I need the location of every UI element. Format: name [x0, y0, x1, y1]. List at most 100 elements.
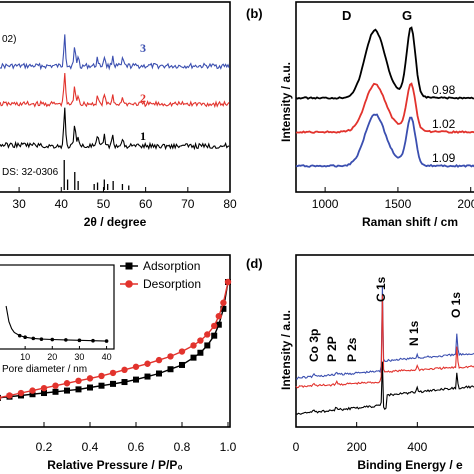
panel-a-tick-label-5: 80	[223, 197, 237, 211]
panel-c: Adsorption Desorption 10 20 30 40 Pore diam…	[0, 254, 237, 472]
inset-point-4	[17, 333, 22, 338]
panel-b-tick-label-2: 2000	[457, 197, 474, 211]
panel-a-series	[0, 34, 230, 151]
panel-b-tick-label-1: 1500	[385, 197, 412, 211]
desorption-point-18	[197, 337, 204, 344]
inset-point-7	[39, 337, 44, 341]
panel-b-tick-label-0: 1000	[312, 197, 339, 211]
inset-tick-label-3: 40	[102, 352, 112, 362]
adsorption-point-8	[87, 384, 93, 391]
panel-a-x-label: 2θ / degree	[84, 215, 147, 229]
panel-a-tick-label-2: 50	[97, 197, 111, 211]
panel-d-label: (d)	[246, 256, 263, 271]
panel-a-frame	[0, 1, 231, 193]
desorption-point-12	[132, 363, 140, 370]
panel-c-tick-label-1: 0.4	[82, 440, 99, 454]
panel-b: (b) Intensity / a.u. D G 0.98 1.02 1.09 …	[246, 1, 474, 229]
panel-d-annotation-p2p: P 2P	[325, 336, 339, 362]
panel-d-tick-label-2: 400	[407, 440, 427, 454]
panel-a-series-label-1: 1	[140, 129, 146, 143]
panel-d-annotation-c1s: C 1s	[374, 276, 388, 302]
adsorption-point-15	[167, 366, 174, 373]
adsorption-point-13	[144, 373, 151, 380]
inset-point-12	[104, 339, 109, 343]
panel-b-x-ticks: 1000 1500 2000	[312, 187, 474, 211]
adsorption-point-11	[121, 379, 128, 386]
adsorption-point-21	[215, 321, 222, 328]
panel-a-tick-label-3: 60	[139, 197, 153, 211]
desorption-point-9	[98, 372, 105, 380]
inset-point-5	[23, 335, 27, 340]
panel-c-frame	[0, 254, 231, 428]
inset-point-9	[64, 338, 68, 342]
panel-a-series-label-2: 2	[140, 91, 146, 105]
legend-desorption-marker	[125, 280, 133, 288]
adsorption-point-5	[52, 388, 59, 395]
inset-x-ticks: 10 20 30 40	[20, 346, 112, 362]
panel-b-x-label: Raman shift / cm	[362, 215, 458, 229]
desorption-point-6	[63, 380, 71, 387]
raman-spectrum-top	[295, 26, 474, 100]
panel-a-x-ticks: 30 40 50 60 70 80	[12, 187, 237, 211]
panel-c-inset: 10 20 30 40 Pore diameter / nm	[0, 264, 115, 375]
desorption-point-0	[0, 395, 2, 401]
desorption-point-17	[190, 342, 197, 349]
desorption-point-1	[6, 392, 13, 399]
inset-point-10	[77, 338, 82, 343]
adsorption-point-14	[156, 370, 162, 377]
panel-d-y-label: Intensity / a.u.	[279, 310, 293, 390]
adsorption-point-17	[190, 354, 197, 361]
desorption-point-20	[211, 322, 218, 330]
inset-x-label: Pore diameter / nm	[2, 364, 87, 375]
raman-spectrum-middle	[295, 82, 474, 134]
desorption-point-23	[224, 278, 232, 286]
desorption-point-19	[204, 331, 211, 338]
desorption-point-16	[178, 348, 186, 355]
panel-b-ratio-middle: 1.02	[432, 117, 456, 131]
inset-point-8	[50, 337, 55, 342]
panel-d-tick-label-1: 200	[347, 440, 367, 454]
desorption-point-13	[144, 360, 151, 367]
adsorption-point-22	[220, 305, 227, 312]
panel-a-reference-peaks	[63, 160, 130, 190]
panel-b-frame	[295, 1, 474, 193]
panel-c-tick-label-4: 1.0	[220, 440, 237, 454]
inset-point-11	[91, 338, 95, 343]
panel-b-annotation-d: D	[342, 8, 351, 23]
adsorption-point-6	[64, 387, 70, 394]
panel-b-series	[295, 26, 474, 168]
panel-b-annotation-g: G	[402, 8, 412, 23]
panel-b-y-label: Intensity / a.u.	[279, 62, 293, 142]
xps-spectrum-middle	[295, 294, 474, 389]
panel-a-tick-label-0: 30	[12, 197, 26, 211]
desorption-point-22	[220, 299, 227, 306]
legend-desorption-label: Desorption	[143, 277, 201, 291]
panel-d: (d) Intensity / a.u. Co 3p P 2P P 2s C 1…	[246, 254, 474, 472]
panel-c-tick-label-3: 0.8	[174, 440, 191, 454]
inset-series	[5, 305, 109, 343]
xps-spectrum-bottom	[295, 361, 474, 415]
panel-c-tick-label-0: 0.2	[36, 440, 53, 454]
legend-adsorption-marker	[125, 262, 133, 270]
desorption-point-3	[29, 387, 36, 394]
panel-a-tick-label-4: 70	[181, 197, 195, 211]
adsorption-point-12	[133, 376, 139, 383]
adsorption-point-7	[75, 386, 82, 393]
desorption-point-2	[17, 389, 25, 397]
panel-a-partial-label: 02)	[2, 34, 16, 45]
desorption-point-7	[75, 377, 82, 385]
inset-frame	[0, 264, 115, 350]
panel-d-annotation-o1s: O 1s	[449, 292, 463, 318]
panel-d-series	[295, 285, 474, 415]
panel-c-legend: Adsorption Desorption	[120, 259, 201, 291]
panel-d-x-label: Binding Energy / e	[357, 458, 463, 472]
inset-tick-label-2: 30	[74, 352, 84, 362]
xrd-pattern-1	[0, 107, 230, 151]
desorption-point-4	[40, 384, 48, 392]
inset-point-6	[31, 336, 36, 341]
panel-c-tick-label-2: 0.6	[128, 440, 145, 454]
adsorption-point-9	[98, 382, 105, 389]
desorption-point-14	[155, 356, 163, 364]
adsorption-point-19	[204, 342, 211, 349]
